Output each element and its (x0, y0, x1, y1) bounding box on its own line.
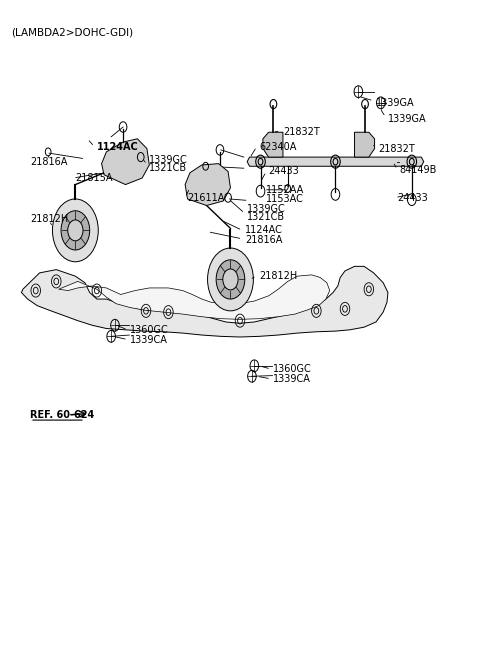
Text: REF. 60-624: REF. 60-624 (30, 410, 94, 420)
Text: 21832T: 21832T (283, 127, 320, 137)
Polygon shape (355, 132, 374, 157)
Circle shape (68, 220, 83, 241)
Text: 21816A: 21816A (245, 235, 282, 245)
Text: 1321CB: 1321CB (247, 212, 285, 222)
Polygon shape (185, 164, 230, 206)
Text: 21611A: 21611A (188, 193, 225, 202)
Text: 1360GC: 1360GC (130, 325, 169, 335)
Text: 1124AC: 1124AC (245, 225, 283, 235)
Polygon shape (59, 275, 330, 319)
Polygon shape (263, 132, 283, 157)
Text: 1339GC: 1339GC (149, 154, 188, 165)
Text: 21815A: 21815A (75, 173, 113, 183)
Text: 21816A: 21816A (30, 156, 67, 167)
Text: (LAMBDA2>DOHC-GDI): (LAMBDA2>DOHC-GDI) (11, 28, 133, 37)
Text: 62340A: 62340A (259, 142, 297, 152)
Polygon shape (247, 157, 424, 166)
Circle shape (207, 248, 253, 311)
Text: 1360GC: 1360GC (274, 364, 312, 374)
Text: 21832T: 21832T (378, 144, 415, 154)
Text: 1339CA: 1339CA (130, 334, 168, 345)
Circle shape (216, 260, 245, 299)
Circle shape (223, 269, 238, 290)
Text: 1339GC: 1339GC (247, 204, 286, 214)
Text: 21812H: 21812H (259, 271, 297, 281)
Text: 1339GA: 1339GA (376, 98, 415, 108)
Text: 1321CB: 1321CB (149, 163, 188, 173)
Text: 1339GA: 1339GA (388, 114, 427, 124)
Text: 24433: 24433 (397, 193, 428, 202)
Text: 24433: 24433 (269, 166, 300, 177)
Polygon shape (22, 266, 388, 337)
Circle shape (52, 199, 98, 261)
Text: 1339CA: 1339CA (274, 374, 312, 384)
Polygon shape (102, 139, 149, 185)
Circle shape (61, 211, 90, 250)
Text: 1153AC: 1153AC (266, 194, 304, 204)
Text: 84149B: 84149B (400, 165, 437, 175)
Text: 1152AA: 1152AA (266, 185, 304, 195)
Text: 21812H: 21812H (30, 214, 68, 223)
Text: 1124AC: 1124AC (97, 142, 139, 152)
